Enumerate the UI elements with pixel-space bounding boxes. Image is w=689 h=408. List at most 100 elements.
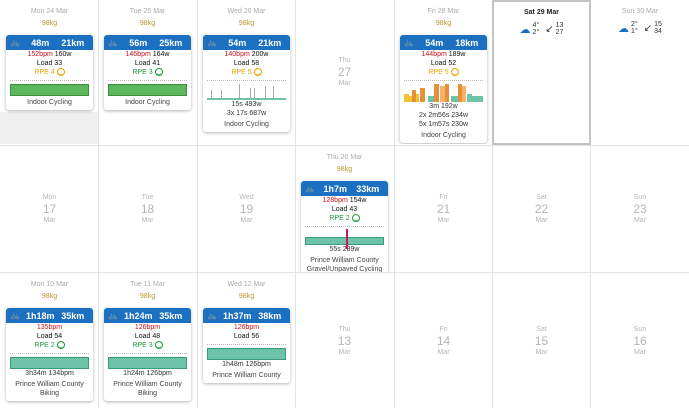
- day-cell[interactable]: Thu 20 Mar 98kg 🚲 1h7m 33km 128bpm 154w Load 4…: [296, 146, 393, 272]
- rpe-label: RPE 2: [329, 215, 350, 222]
- activity-header[interactable]: 🚲 56m 25km: [104, 35, 191, 50]
- weather-forecast: ☁ 2° 1° ↙ 15 34: [591, 21, 689, 35]
- day-header: Thu 20 Mar: [326, 154, 363, 161]
- day-cell[interactable]: Tue 11 Mar 98kg 🚲 1h24m 35km 126bpm Load 48 RP…: [99, 273, 196, 408]
- day-cell[interactable]: Tue 25 Mar 98kg 🚲 56m 25km 146bpm 164w Load 41…: [99, 0, 196, 144]
- activity-distance: 35km: [61, 310, 85, 321]
- activity-card[interactable]: 🚲 56m 25km 146bpm 164w Load 41 RPE 3 ‿ Indoor …: [104, 35, 191, 110]
- day-number: 14: [436, 333, 451, 348]
- temp-low: 1°: [631, 28, 638, 35]
- interval-block: [471, 96, 483, 102]
- day-cell[interactable]: Fri 14 Mar: [395, 273, 492, 408]
- interval-block: [404, 94, 409, 102]
- heart-rate: 135bpm: [36, 324, 63, 331]
- day-cell[interactable]: Fri 21 Mar: [395, 146, 492, 272]
- day-label: Tue 18 Mar: [99, 193, 196, 225]
- day-cell[interactable]: Sun 23 Mar: [591, 146, 689, 272]
- bike-icon: 🚲: [10, 311, 20, 320]
- heart-rate: 144bpm: [421, 51, 447, 58]
- weight-value: 98kg: [336, 166, 353, 173]
- activity-duration: 1h37m: [222, 310, 252, 321]
- training-load: Load 56: [233, 333, 260, 340]
- hr-power-line: 126bpm: [203, 323, 290, 332]
- activity-chart: [108, 84, 187, 96]
- wind-speed: 15 34: [654, 21, 662, 35]
- wind-info: ↙ 15 34: [644, 21, 662, 35]
- activity-header[interactable]: 🚲 54m 18km: [400, 35, 487, 50]
- activity-card[interactable]: 🚲 1h18m 35km 135bpm Load 54 RPE 2 ‿ 3h34m 134…: [6, 308, 93, 401]
- interval-summary: 5x 1m57s 230w: [418, 121, 469, 128]
- day-cell[interactable]: Sat 15 Mar: [493, 273, 590, 408]
- wind-value: 13: [555, 22, 564, 29]
- past-day-shade: [0, 112, 98, 144]
- weight-value: 98kg: [41, 293, 58, 300]
- smiley-icon: ‿: [56, 68, 65, 77]
- day-cell[interactable]: Mon 10 Mar 98kg 🚲 1h18m 35km 135bpm Load 54 RP…: [1, 273, 98, 408]
- day-cell[interactable]: Mon 17 Mar: [1, 146, 98, 272]
- weather-temp: ☁ 2° 1°: [618, 21, 638, 35]
- day-header: Wed 26 Mar: [227, 8, 266, 15]
- hr-power-line: 135bpm: [6, 323, 93, 332]
- day-cell[interactable]: Wed 19 Mar: [198, 146, 295, 272]
- day-number: 21: [436, 202, 451, 216]
- activity-card[interactable]: 🚲 1h7m 33km 128bpm 154w Load 43 RPE 2 ‿ 55s 28…: [301, 181, 388, 272]
- activity-header[interactable]: 🚲 54m 21km: [203, 35, 290, 50]
- training-load: Load 33: [36, 60, 63, 67]
- day-cell[interactable]: Tue 18 Mar: [99, 146, 196, 272]
- activity-card[interactable]: 🚲 48m 21km 152bpm 160w Load 33 RPE 4 ‿ Indoor …: [6, 35, 93, 110]
- day-cell[interactable]: Thu 13 Mar: [296, 273, 393, 408]
- activity-header[interactable]: 🚲 1h24m 35km: [104, 308, 191, 323]
- day-number: 16: [633, 333, 647, 348]
- activity-header[interactable]: 🚲 1h18m 35km: [6, 308, 93, 323]
- month-label: Mar: [338, 348, 351, 356]
- activity-name: Prince William County: [212, 372, 281, 379]
- day-header: Sun 30 Mar: [621, 8, 659, 15]
- power-spike: [346, 229, 349, 249]
- day-of-week: Fri: [439, 194, 448, 201]
- day-cell[interactable]: Sat 29 Mar ☁ 4° 2° ↙ 13 27: [493, 0, 590, 144]
- day-cell[interactable]: Wed 26 Mar 98kg 🚲 54m 21km 140bpm 200w Load 58…: [198, 0, 295, 144]
- activity-header[interactable]: 🚲 48m 21km: [6, 35, 93, 50]
- day-cell[interactable]: Wed 12 Mar 98kg 🚲 1h37m 38km 126bpm Load 56 1h…: [198, 273, 295, 408]
- day-cell[interactable]: Sat 22 Mar: [493, 146, 590, 272]
- day-label: Sat 22 Mar: [493, 193, 590, 225]
- wind-arrow-icon: ↙: [545, 23, 554, 35]
- activity-chart: [10, 84, 89, 96]
- activity-name: Indoor Cycling: [125, 99, 170, 106]
- day-cell[interactable]: Mon 24 Mar 98kg 🚲 48m 21km 152bpm 160w Load 33…: [1, 0, 98, 144]
- activity-chart: [207, 84, 286, 100]
- activity-duration: 48m: [31, 37, 50, 48]
- activity-header[interactable]: 🚲 1h7m 33km: [301, 181, 388, 196]
- activity-card[interactable]: 🚲 54m 18km 144bpm 189w Load 52 RPE 5 ‿ 3m 192w…: [400, 35, 487, 143]
- weight-value: 98kg: [238, 293, 255, 300]
- day-header: Tue 11 Mar: [129, 281, 165, 288]
- interval-mark: [273, 86, 275, 98]
- activity-header[interactable]: 🚲 1h37m 38km: [203, 308, 290, 323]
- rpe-label: RPE 3: [132, 69, 153, 76]
- month-label: Mar: [338, 80, 351, 87]
- wind-info: ↙ 13 27: [545, 22, 563, 36]
- cloud-rain-icon: ☁: [519, 23, 531, 36]
- day-cell[interactable]: Sun 30 Mar ☁ 2° 1° ↙ 15 34: [591, 0, 689, 144]
- month-label: Mar: [437, 348, 450, 356]
- interval-mark: [250, 88, 252, 98]
- activity-card[interactable]: 🚲 1h24m 35km 126bpm Load 48 RPE 3 ‿ 1h24m 126…: [104, 308, 191, 401]
- day-number: 18: [140, 202, 155, 216]
- hr-power-line: 144bpm 189w: [400, 50, 487, 59]
- activity-card[interactable]: 🚲 1h37m 38km 126bpm Load 56 1h48m 126bpm Prin…: [203, 308, 290, 383]
- interval-summary: 3x 17s 687w: [226, 110, 267, 117]
- interval-summary: 2x 2m56s 234w: [418, 112, 469, 119]
- avg-power: 164w: [152, 51, 170, 58]
- day-cell[interactable]: Sun 16 Mar: [591, 273, 689, 408]
- activity-card[interactable]: 🚲 54m 21km 140bpm 200w Load 58 RPE 5 ‿ 15s 493…: [203, 35, 290, 132]
- interval-block: [419, 88, 425, 102]
- day-header: Mon 24 Mar: [30, 8, 69, 15]
- day-cell[interactable]: Fri 28 Mar 98kg 🚲 54m 18km 144bpm 189w Load 52…: [395, 0, 492, 144]
- rpe-label: RPE 3: [132, 342, 153, 349]
- day-cell[interactable]: Thu 27 Mar: [296, 0, 393, 144]
- interval-block: [462, 86, 467, 102]
- day-header: Sat 29 Mar: [523, 9, 560, 16]
- rpe-label: RPE 2: [34, 342, 55, 349]
- month-label: Mar: [535, 348, 548, 356]
- divider: [108, 353, 187, 354]
